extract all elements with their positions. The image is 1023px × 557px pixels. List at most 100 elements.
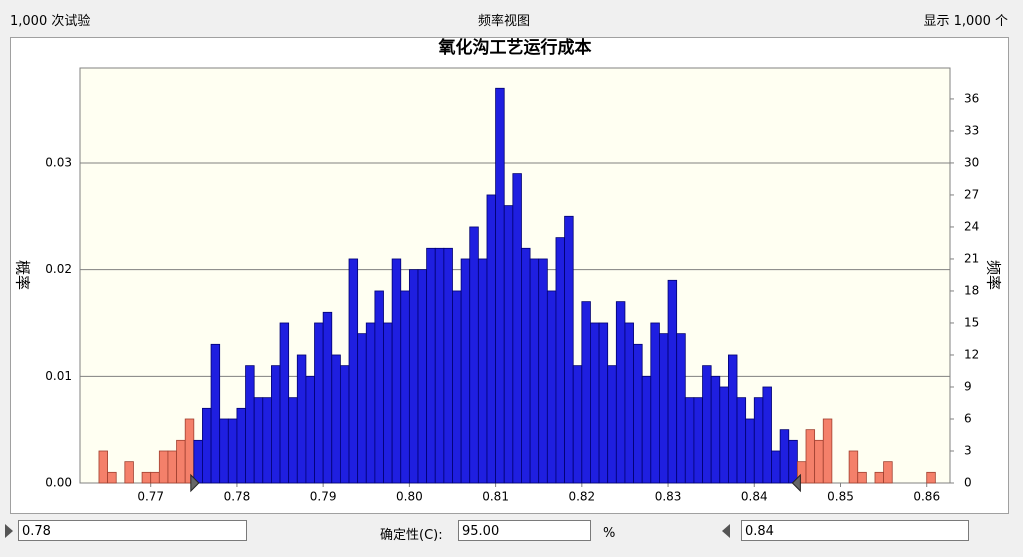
lower-grip[interactable] <box>3 523 15 539</box>
bar <box>236 407 246 484</box>
bar <box>296 354 307 484</box>
bar <box>391 258 402 484</box>
bar <box>572 365 583 484</box>
bar <box>202 407 212 484</box>
y2-tick-label: 24 <box>964 219 979 233</box>
bar <box>503 205 514 484</box>
bar <box>443 247 453 484</box>
bar <box>253 397 264 484</box>
upper-slider <box>791 473 801 493</box>
bar <box>555 237 565 484</box>
bar <box>762 386 772 484</box>
bar <box>788 439 798 484</box>
x-tick-label: 0.80 <box>396 490 423 504</box>
bar <box>633 343 643 484</box>
bar <box>529 258 540 484</box>
y-tick-label: 0.02 <box>45 262 72 276</box>
bar <box>719 386 729 484</box>
certainty-input[interactable]: 95.00 <box>458 520 591 541</box>
bar <box>167 450 177 484</box>
bar <box>771 450 781 484</box>
y2-axis-label: 频率 <box>985 260 1003 290</box>
bar <box>279 322 290 484</box>
bar <box>365 322 376 484</box>
y2-tick-label: 3 <box>964 443 972 457</box>
bar <box>736 397 747 484</box>
bar <box>469 226 479 484</box>
bar <box>728 354 738 484</box>
upper-grip[interactable] <box>720 523 732 539</box>
lower-input[interactable]: 0.78 <box>18 520 247 541</box>
bar <box>417 269 428 484</box>
bar <box>184 418 195 484</box>
y2-tick-label: 9 <box>964 379 972 393</box>
bar <box>107 471 117 484</box>
chart-frame <box>10 37 1009 514</box>
y2-tick-label: 15 <box>964 315 979 329</box>
bar <box>339 365 350 484</box>
bar <box>245 365 255 484</box>
bar <box>538 258 548 484</box>
bar <box>874 471 885 484</box>
bar <box>176 439 186 484</box>
bar <box>426 247 436 484</box>
view-label: 频率视图 <box>478 14 531 29</box>
bar <box>374 290 384 484</box>
bar <box>322 311 333 484</box>
x-tick-label: 0.85 <box>827 490 854 504</box>
bar <box>227 418 238 484</box>
x-tick-label: 0.77 <box>137 490 164 504</box>
bar <box>460 258 471 484</box>
y2-tick-label: 27 <box>964 187 979 201</box>
y-tick-label: 0.00 <box>45 476 72 490</box>
bar <box>590 322 600 484</box>
bar <box>796 461 807 484</box>
bar <box>564 215 574 484</box>
x-tick-label: 0.79 <box>310 490 337 504</box>
x-tick-label: 0.81 <box>482 490 509 504</box>
x-tick-label: 0.83 <box>655 490 682 504</box>
bar <box>193 439 203 484</box>
bar <box>779 429 790 484</box>
bar <box>624 322 634 484</box>
y-tick-label: 0.01 <box>45 369 72 383</box>
y2-tick-label: 12 <box>964 347 979 361</box>
bar <box>805 429 816 484</box>
percent-label: % <box>603 526 616 541</box>
bar <box>314 322 324 484</box>
y2-tick-label: 18 <box>964 283 979 297</box>
y2-tick-label: 6 <box>964 411 972 425</box>
bar <box>684 397 695 484</box>
bar <box>848 450 859 484</box>
bar <box>434 247 445 484</box>
y-tick-label: 0.03 <box>45 155 72 169</box>
bar <box>486 194 496 484</box>
plot-area <box>79 67 951 484</box>
bar <box>150 471 160 484</box>
bar <box>926 471 936 484</box>
bar <box>693 397 703 484</box>
x-tick-label: 0.82 <box>568 490 595 504</box>
y2-tick-label: 21 <box>964 251 979 265</box>
trials-label: 1,000 次试验 <box>10 14 91 29</box>
bar <box>98 450 108 484</box>
bar <box>667 279 678 484</box>
y2-tick-label: 33 <box>964 123 979 137</box>
y2-tick-label: 0 <box>964 476 972 490</box>
bar <box>659 333 669 484</box>
bar <box>676 333 686 484</box>
bar <box>546 290 557 484</box>
x-tick-label: 0.78 <box>224 490 251 504</box>
upper-input[interactable]: 0.84 <box>741 520 969 541</box>
bar <box>710 375 721 484</box>
bar <box>158 450 169 484</box>
y2-tick-label: 36 <box>964 91 979 105</box>
bar <box>271 365 281 484</box>
bar <box>598 322 609 484</box>
bar <box>814 439 824 484</box>
bar <box>210 343 221 484</box>
bar <box>495 87 505 484</box>
bar <box>141 471 152 484</box>
bar <box>521 247 531 484</box>
